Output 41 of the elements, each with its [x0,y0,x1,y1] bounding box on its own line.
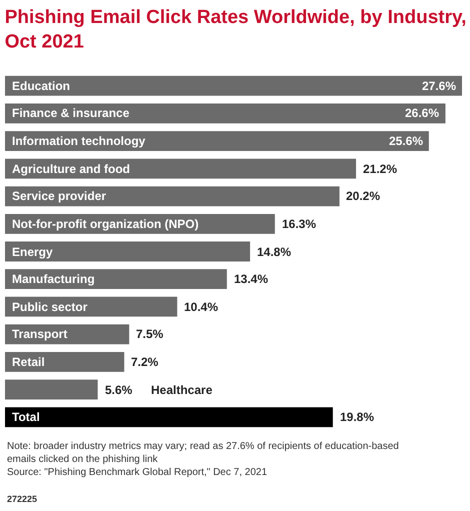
y-tick-label: Retail [12,355,45,369]
data-label: 7.5% [136,327,164,341]
bar [5,407,333,428]
data-label: 7.2% [131,355,159,369]
bar [5,242,250,262]
data-label: 27.6% [422,79,456,93]
source-note: Source: "Phishing Benchmark Global Report," Dec 7, 2021 [7,467,268,478]
y-tick-label: Energy [12,245,54,259]
bar [5,269,227,290]
y-tick-label: Education [12,79,70,93]
y-tick-label: Information technology [12,134,146,148]
y-tick-label: Total [12,410,40,424]
data-label: 14.8% [257,245,292,259]
y-tick-label: Service provider [12,189,106,203]
data-label: 13.4% [234,272,268,286]
y-tick-label: Manufacturing [12,272,95,286]
bar [5,103,446,124]
y-tick-label: Public sector [12,300,88,314]
bar [5,352,124,372]
bar [5,380,98,400]
data-label: 26.6% [405,106,440,120]
bar [5,158,356,179]
data-label: 5.6% [105,383,133,397]
data-label: 10.4% [184,300,218,314]
y-tick-label: Transport [12,327,68,341]
bar [5,186,340,206]
data-label: 16.3% [282,217,316,231]
y-tick-label: Healthcare [151,383,213,397]
text: 272225 [7,494,38,504]
data-label: 20.2% [346,189,380,203]
data-label: 25.6% [389,134,424,148]
bar [5,131,429,151]
y-tick-label: Not-for-profit organization (NPO) [12,217,199,231]
text: Note: broader industry metrics may vary; read as 27.6% of recipients of education-based emails clicked on the phishing link [7,441,399,465]
chart-title: Phishing Email Click Rates Worldwide, by Industry, Oct 2021 [4,6,466,52]
y-tick-label: Finance & insurance [12,106,130,120]
bar [5,324,130,344]
data-label: 21.2% [363,162,398,176]
y-tick-label: Agriculture and food [12,162,130,176]
bar [5,76,462,96]
data-label: 19.8% [340,410,374,424]
